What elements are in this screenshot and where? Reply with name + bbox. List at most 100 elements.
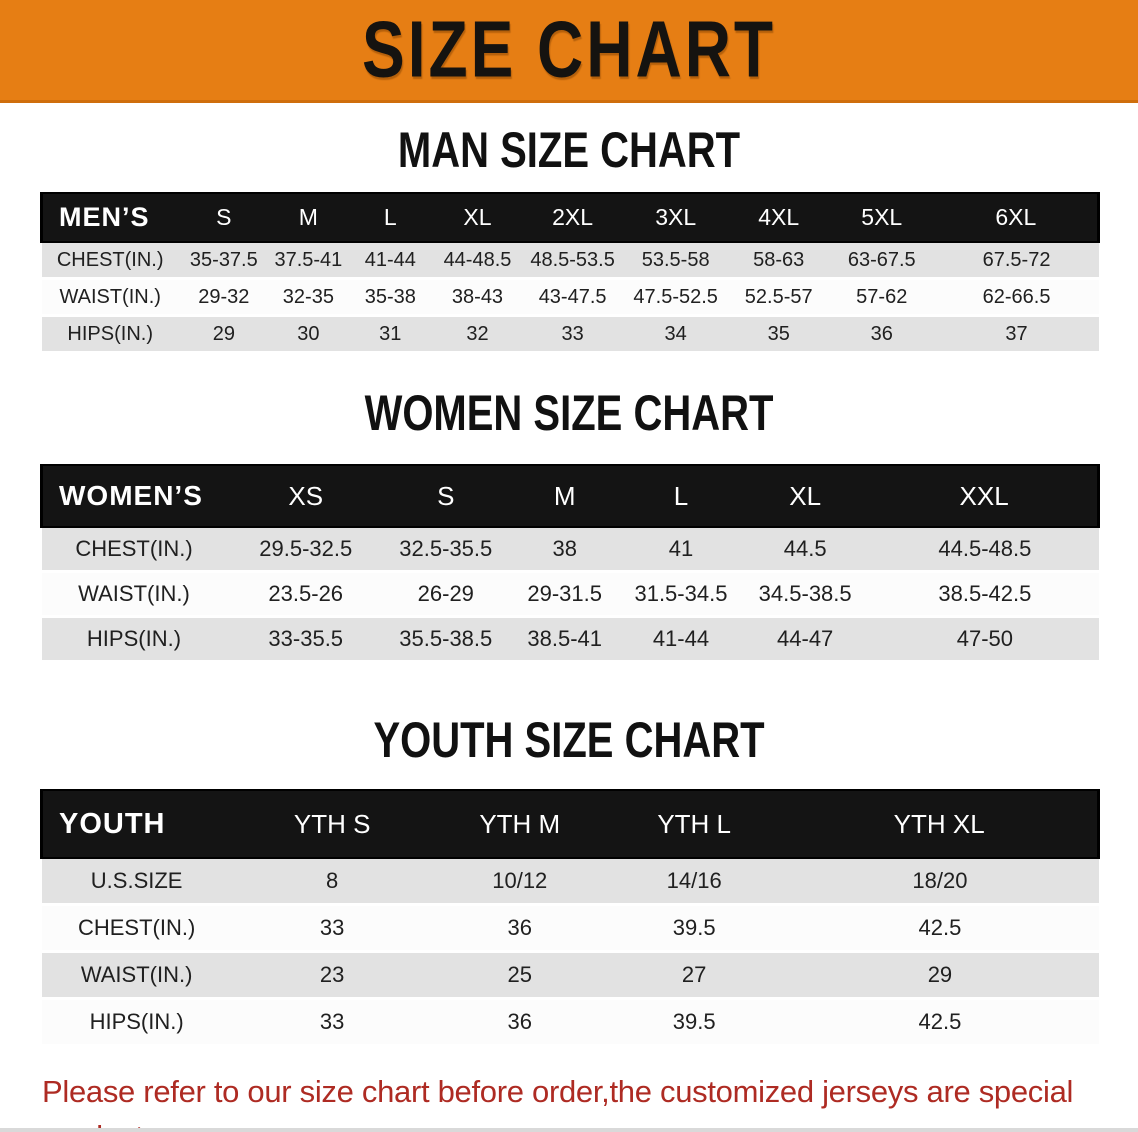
size-value: 44.5-48.5 (871, 527, 1099, 573)
table-title-cell: YOUTH (39, 789, 232, 859)
size-value: 32-35 (268, 278, 349, 317)
size-value: 31.5-34.5 (622, 571, 740, 618)
size-column-header: 3XL (622, 192, 729, 243)
size-column-header: YTH M (432, 789, 607, 859)
size-value: 26-29 (385, 571, 507, 618)
size-column-header: YTH L (606, 789, 782, 859)
size-value: 8 (231, 858, 433, 906)
women-section-title-text: WOMEN SIZE CHART (364, 386, 774, 442)
size-value: 62-66.5 (934, 278, 1099, 317)
table-header-row: WOMEN’S XS S M L XL XXL (40, 464, 1101, 528)
size-value: 29 (178, 315, 269, 354)
table-row: HIPS(IN.) 33-35.5 35.5-38.5 38.5-41 41-44 44-… (41, 616, 1099, 663)
size-value: 29.5-32.5 (226, 527, 386, 573)
size-value: 29 (781, 951, 1099, 1000)
size-value: 41-44 (622, 616, 740, 663)
men-section-title: MAN SIZE CHART (0, 123, 1138, 178)
size-value: 14/16 (606, 858, 782, 906)
table-row: U.S.SIZE 8 10/12 14/16 18/20 (41, 858, 1099, 906)
size-value: 39.5 (606, 998, 782, 1047)
size-value: 36 (432, 904, 607, 953)
table-row: WAIST(IN.) 23 25 27 29 (41, 951, 1099, 1000)
size-value: 36 (432, 998, 607, 1047)
size-value: 23 (231, 951, 433, 1000)
youth-size-table: YOUTH YTH S YTH M YTH L YTH XL U.S.SIZE 8 10/12… (39, 789, 1101, 1047)
size-value: 34.5-38.5 (739, 571, 872, 618)
youth-section-title: YOUTH SIZE CHART (0, 713, 1138, 768)
size-column-header: M (506, 464, 623, 528)
size-column-header: S (385, 464, 507, 528)
size-column-header: 2XL (522, 192, 623, 243)
size-value: 41 (622, 527, 740, 573)
disclaimer: Please refer to our size chart before or… (0, 1069, 1138, 1128)
row-label: WAIST(IN.) (41, 951, 232, 1000)
size-value: 58-63 (728, 242, 829, 280)
row-label: CHEST(IN.) (41, 904, 232, 953)
size-value: 23.5-26 (226, 571, 386, 618)
disclaimer-line-1: Please refer to our size chart before or… (42, 1074, 1074, 1128)
size-value: 32 (432, 315, 523, 354)
table-title-cell: WOMEN’S (40, 464, 227, 528)
table-row: CHEST(IN.) 33 36 39.5 42.5 (41, 904, 1099, 953)
size-value: 35 (728, 315, 829, 354)
page-title: SIZE CHART (362, 3, 776, 94)
size-value: 47-50 (871, 616, 1099, 663)
size-value: 33-35.5 (226, 616, 386, 663)
size-value: 47.5-52.5 (622, 278, 729, 317)
size-value: 63-67.5 (828, 242, 935, 280)
size-value: 44-47 (739, 616, 872, 663)
men-section-title-text: MAN SIZE CHART (397, 123, 741, 179)
size-value: 10/12 (432, 858, 607, 906)
size-value: 42.5 (781, 998, 1099, 1047)
size-column-header: XL (739, 464, 872, 528)
size-column-header: YTH S (231, 789, 433, 859)
table-row: HIPS(IN.) 33 36 39.5 42.5 (41, 998, 1099, 1047)
row-label: HIPS(IN.) (41, 315, 179, 354)
size-value: 34 (622, 315, 729, 354)
size-value: 35-38 (348, 278, 433, 317)
row-label: CHEST(IN.) (41, 527, 227, 573)
size-value: 37.5-41 (268, 242, 349, 280)
size-value: 44.5 (739, 527, 872, 573)
size-value: 36 (828, 315, 935, 354)
table-row: WAIST(IN.) 23.5-26 26-29 29-31.5 31.5-34.5 34… (41, 571, 1099, 618)
row-label: HIPS(IN.) (41, 616, 227, 663)
size-column-header: YTH XL (781, 789, 1101, 859)
size-value: 38-43 (432, 278, 523, 317)
women-size-table: WOMEN’S XS S M L XL XXL CHEST(IN.) 29.5-32.5 32.5… (40, 464, 1101, 663)
size-value: 48.5-53.5 (522, 242, 623, 280)
size-value: 35.5-38.5 (385, 616, 507, 663)
men-size-table: MEN’S S M L XL 2XL 3XL 4XL 5XL 6XL CHEST(IN.) 35-37… (39, 192, 1100, 354)
size-value: 29-31.5 (506, 571, 623, 618)
size-column-header: S (178, 192, 269, 243)
size-column-header: 4XL (728, 192, 829, 243)
size-value: 38.5-41 (506, 616, 623, 663)
row-label: WAIST(IN.) (41, 278, 179, 317)
size-value: 38.5-42.5 (871, 571, 1099, 618)
table-title-cell: MEN’S (39, 192, 179, 243)
size-value: 38 (506, 527, 623, 573)
size-value: 30 (268, 315, 349, 354)
size-value: 57-62 (828, 278, 935, 317)
size-value: 43-47.5 (522, 278, 623, 317)
row-label: U.S.SIZE (41, 858, 232, 906)
women-section-title: WOMEN SIZE CHART (0, 386, 1138, 441)
size-value: 39.5 (606, 904, 782, 953)
size-value: 44-48.5 (432, 242, 523, 280)
size-column-header: L (348, 192, 433, 243)
size-value: 42.5 (781, 904, 1099, 953)
size-column-header: M (268, 192, 349, 243)
row-label: HIPS(IN.) (41, 998, 232, 1047)
size-value: 33 (231, 998, 433, 1047)
size-column-header: 6XL (934, 192, 1100, 243)
size-value: 33 (522, 315, 623, 354)
table-row: CHEST(IN.) 29.5-32.5 32.5-35.5 38 41 44.5 44.5… (41, 527, 1099, 573)
size-value: 31 (348, 315, 433, 354)
size-column-header: XS (226, 464, 386, 528)
table-row: WAIST(IN.) 29-32 32-35 35-38 38-43 43-47.5 47.… (41, 278, 1099, 317)
size-value: 29-32 (178, 278, 269, 317)
table-row: CHEST(IN.) 35-37.5 37.5-41 41-44 44-48.5 48.5… (41, 242, 1099, 280)
size-column-header: L (622, 464, 740, 528)
table-row: HIPS(IN.) 29 30 31 32 33 34 35 36 37 (41, 315, 1099, 354)
